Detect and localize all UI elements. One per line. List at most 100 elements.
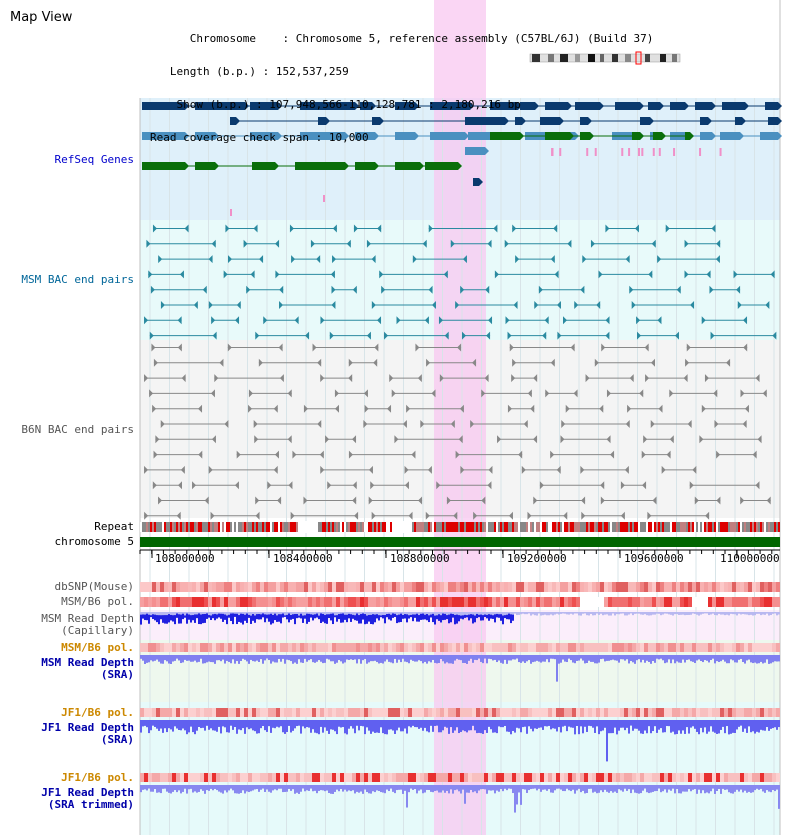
depth-bar xyxy=(260,612,262,615)
depth-bar xyxy=(412,612,414,615)
bac-end-marker xyxy=(453,511,458,520)
polymorphism-strip xyxy=(356,708,360,717)
bac-end-marker xyxy=(250,270,255,279)
polymorphism-strip xyxy=(624,582,628,592)
repeat-mark xyxy=(642,522,644,532)
repeat-mark xyxy=(250,522,252,532)
repeat-mark xyxy=(358,522,360,532)
track-label-refseq[interactable]: RefSeq Genes xyxy=(54,153,134,166)
depth-bar xyxy=(650,720,652,734)
depth-bar xyxy=(290,655,292,662)
polymorphism-strip xyxy=(708,643,712,652)
depth-bar xyxy=(294,720,296,729)
gene-strand-arrow xyxy=(479,178,483,186)
depth-bar xyxy=(686,612,688,616)
bac-end-marker xyxy=(235,316,240,325)
depth-bar xyxy=(236,612,238,614)
bac-end-marker xyxy=(683,374,688,383)
polymorphism-strip xyxy=(480,643,484,652)
gene-strand-arrow xyxy=(535,102,539,110)
depth-bar xyxy=(184,655,186,660)
polymorphism-strip xyxy=(640,643,644,652)
depth-bar xyxy=(756,720,758,732)
polymorphism-strip xyxy=(192,773,196,782)
depth-bar xyxy=(292,612,294,619)
polymorphism-strip xyxy=(600,708,604,717)
polymorphism-strip xyxy=(752,773,756,782)
depth-bar xyxy=(470,785,472,790)
bac-end-marker xyxy=(458,435,463,444)
depth-bar xyxy=(348,720,350,729)
depth-bar xyxy=(268,655,270,661)
depth-bar xyxy=(196,612,198,619)
depth-bar xyxy=(642,720,644,734)
gene-exon xyxy=(142,102,185,110)
bac-end-marker xyxy=(652,496,657,505)
bac-end-marker xyxy=(755,481,760,490)
track-label-msm-b6-pol-1: MSM/B6 pol. xyxy=(61,595,134,608)
depth-bar xyxy=(508,655,510,661)
depth-bar xyxy=(520,720,522,733)
bac-end-marker xyxy=(312,343,317,352)
depth-bar xyxy=(378,655,380,664)
depth-bar xyxy=(488,785,490,791)
polymorphism-strip xyxy=(228,708,232,717)
depth-bar xyxy=(514,720,516,733)
depth-bar xyxy=(746,655,748,661)
repeat-mark xyxy=(330,522,332,532)
gene-strand-arrow xyxy=(778,102,782,110)
depth-bar xyxy=(752,720,754,732)
track-label-msm-bac[interactable]: MSM BAC end pairs xyxy=(21,273,134,286)
depth-bar xyxy=(472,612,474,615)
track-label-jf1-b6-pol-1: JF1/B6 pol. xyxy=(61,706,134,719)
depth-bar xyxy=(326,785,328,791)
depth-bar xyxy=(264,785,266,792)
polymorphism-strip xyxy=(484,708,488,717)
bac-end-marker xyxy=(417,374,422,383)
depth-bar xyxy=(302,655,304,663)
depth-bar xyxy=(336,655,338,663)
polymorphism-strip xyxy=(544,773,548,782)
depth-bar xyxy=(664,720,666,733)
depth-bar xyxy=(400,785,402,790)
depth-bar xyxy=(744,612,746,615)
polymorphism-strip xyxy=(756,643,760,652)
repeat-mark xyxy=(446,522,448,532)
depth-bar xyxy=(774,785,776,792)
depth-bar xyxy=(648,785,650,794)
repeat-mark xyxy=(660,522,662,532)
polymorphism-strip xyxy=(140,582,144,592)
bac-end-marker xyxy=(153,450,158,459)
polymorphism-strip xyxy=(612,708,616,717)
depth-bar xyxy=(698,612,700,616)
bac-end-marker xyxy=(631,301,636,309)
depth-bar xyxy=(186,612,188,614)
depth-bar xyxy=(512,720,514,731)
depth-bar xyxy=(256,655,258,661)
depth-bar xyxy=(340,785,342,789)
bac-end-marker xyxy=(639,389,644,398)
depth-bar xyxy=(298,720,300,726)
polymorphism-strip xyxy=(496,582,500,592)
depth-bar xyxy=(414,785,416,790)
depth-bar xyxy=(668,785,670,790)
polymorphism-strip xyxy=(768,643,772,652)
depth-bar xyxy=(470,655,472,659)
depth-bar xyxy=(630,655,632,662)
bac-end-marker xyxy=(149,331,154,340)
depth-bar xyxy=(528,785,530,791)
bac-end-marker xyxy=(428,285,433,294)
depth-bar xyxy=(344,655,346,663)
depth-bar xyxy=(678,720,680,731)
track-label-b6n-bac[interactable]: B6N BAC end pairs xyxy=(21,423,134,436)
depth-bar xyxy=(334,720,336,732)
depth-bar xyxy=(234,612,236,617)
polymorphism-strip xyxy=(172,643,176,652)
depth-bar xyxy=(230,655,232,664)
polymorphism-strip xyxy=(628,773,632,782)
polymorphism-strip xyxy=(728,708,732,717)
depth-bar xyxy=(636,785,638,794)
depth-bar xyxy=(154,785,156,790)
depth-bar xyxy=(352,655,354,660)
polymorphism-strip xyxy=(232,643,236,652)
